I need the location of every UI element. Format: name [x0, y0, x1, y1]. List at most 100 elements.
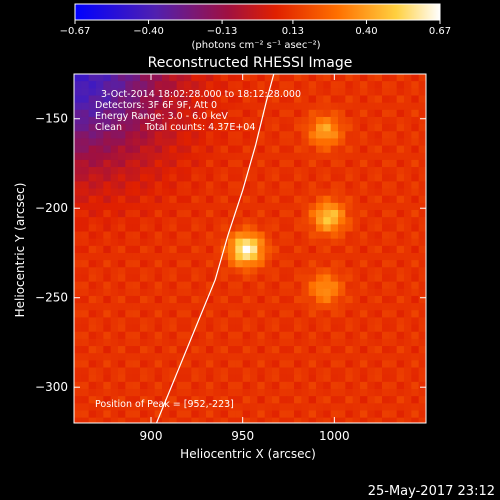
- heatmap-cell: [81, 145, 90, 154]
- heatmap-cell: [396, 288, 405, 297]
- heatmap-cell: [228, 360, 236, 369]
- heatmap-cell: [206, 274, 214, 283]
- heatmap-cell: [206, 231, 214, 240]
- heatmap-cell: [418, 346, 426, 354]
- heatmap-cell: [294, 367, 302, 376]
- heatmap-cell: [184, 88, 192, 97]
- heatmap-cell: [382, 95, 390, 104]
- heatmap-cell: [88, 210, 97, 218]
- heatmap-cell: [294, 210, 302, 218]
- heatmap-cell: [316, 95, 324, 104]
- heatmap-cell: [257, 374, 266, 383]
- heatmap-cell: [316, 396, 324, 404]
- heatmap-cell: [184, 303, 192, 311]
- heatmap-cell: [294, 95, 302, 104]
- heatmap-cell: [272, 417, 280, 423]
- heatmap-cell: [206, 360, 214, 369]
- heatmap-cell: [345, 317, 354, 326]
- heatmap-cell: [228, 381, 236, 390]
- heatmap-cell: [279, 396, 288, 404]
- heatmap-cell: [74, 353, 82, 361]
- heatmap-cell: [404, 367, 412, 376]
- heatmap-cell: [389, 303, 398, 311]
- heatmap-cell: [110, 288, 119, 297]
- heatmap-cell: [250, 360, 258, 369]
- heatmap-cell: [132, 403, 141, 412]
- heatmap-cell: [382, 74, 390, 82]
- heatmap-cell: [316, 403, 324, 412]
- heatmap-cell: [81, 181, 90, 190]
- heatmap-cell: [345, 324, 354, 333]
- heatmap-cell: [418, 360, 426, 369]
- heatmap-cell: [389, 403, 398, 412]
- heatmap-cell: [338, 167, 346, 175]
- heatmap-cell: [184, 260, 192, 268]
- heatmap-cell: [382, 210, 390, 218]
- heatmap-cell: [316, 224, 324, 233]
- heatmap-cell: [228, 88, 236, 97]
- heatmap-cell: [404, 360, 412, 369]
- heatmap-cell: [250, 167, 258, 175]
- heatmap-cell: [316, 245, 324, 254]
- heatmap-cell: [323, 210, 332, 218]
- heatmap-cell: [250, 346, 258, 354]
- heatmap-cell: [330, 210, 339, 218]
- heatmap-cell: [323, 195, 332, 204]
- heatmap-cell: [206, 417, 214, 423]
- heatmap-cell: [338, 403, 346, 412]
- heatmap-cell: [88, 346, 97, 354]
- heatmap-cell: [198, 131, 207, 140]
- heatmap-cell: [330, 231, 339, 240]
- heatmap-cell: [367, 374, 376, 383]
- heatmap-cell: [345, 245, 354, 254]
- heatmap-cell: [103, 260, 112, 268]
- heatmap-cell: [198, 224, 207, 233]
- heatmap-cell: [250, 88, 258, 97]
- heatmap-cell: [330, 281, 339, 290]
- heatmap-cell: [184, 288, 192, 297]
- heatmap-cell: [418, 116, 426, 125]
- heatmap-cell: [374, 353, 383, 361]
- heatmap-cell: [169, 181, 178, 190]
- heatmap-cell: [330, 346, 339, 354]
- heatmap-cell: [198, 95, 207, 104]
- heatmap-cell: [81, 338, 90, 347]
- heatmap-cell: [235, 238, 244, 247]
- heatmap-cell: [272, 81, 280, 89]
- heatmap-cell: [140, 252, 148, 261]
- heatmap-cell: [147, 310, 156, 319]
- heatmap-cell: [191, 252, 200, 261]
- heatmap-cell: [316, 116, 324, 125]
- heatmap-cell: [323, 124, 332, 132]
- heatmap-cell: [235, 145, 244, 154]
- heatmap-cell: [418, 388, 426, 397]
- heatmap-cell: [132, 260, 141, 268]
- heatmap-cell: [242, 353, 251, 361]
- heatmap-cell: [228, 288, 236, 297]
- heatmap-cell: [154, 195, 163, 204]
- heatmap-cell: [103, 396, 112, 404]
- heatmap-cell: [118, 217, 126, 225]
- heatmap-cell: [169, 331, 178, 340]
- heatmap-cell: [396, 95, 405, 104]
- heatmap-cell: [279, 102, 288, 111]
- heatmap-cell: [154, 217, 163, 225]
- heatmap-cell: [308, 381, 317, 390]
- heatmap-cell: [301, 224, 310, 233]
- heatmap-cell: [184, 202, 192, 211]
- heatmap-cell: [191, 131, 200, 140]
- heatmap-cell: [198, 116, 207, 125]
- heatmap-cell: [301, 238, 310, 247]
- heatmap-cell: [418, 245, 426, 254]
- heatmap-cell: [169, 159, 178, 168]
- heatmap-cell: [294, 288, 302, 297]
- heatmap-cell: [294, 102, 302, 111]
- heatmap-cell: [96, 109, 104, 118]
- heatmap-cell: [184, 381, 192, 390]
- heatmap-cell: [257, 181, 266, 190]
- heatmap-cell: [396, 124, 405, 132]
- heatmap-cell: [272, 324, 280, 333]
- heatmap-cell: [279, 303, 288, 311]
- heatmap-cell: [184, 81, 192, 89]
- heatmap-cell: [191, 224, 200, 233]
